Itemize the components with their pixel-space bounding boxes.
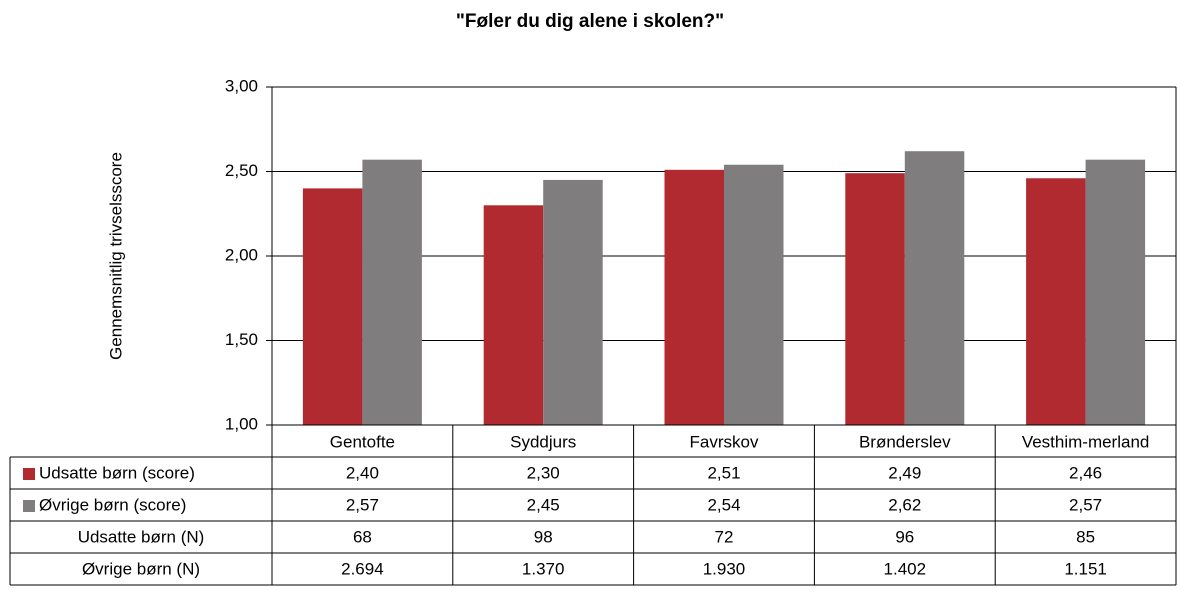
bar xyxy=(362,159,422,426)
table-cell: 2.694 xyxy=(341,559,384,578)
table-cell: 2,40 xyxy=(346,463,379,482)
x-tick-label: Brønderslev xyxy=(859,432,951,451)
legend-label: Øvrige børn (score) xyxy=(39,495,186,514)
table-cell: 2,46 xyxy=(1069,463,1102,482)
legend-label: Udsatte børn (score) xyxy=(39,463,195,482)
bar xyxy=(543,179,603,425)
y-tick-label: 1,50 xyxy=(225,330,258,349)
x-tick-label: Favrskov xyxy=(690,432,759,451)
table-cell: 2,57 xyxy=(1069,495,1102,514)
x-tick-label: Gentofte xyxy=(330,432,395,451)
y-tick-label: 1,00 xyxy=(225,414,258,433)
table-cell: 1.402 xyxy=(884,559,927,578)
row-label: Udsatte børn (N) xyxy=(78,527,205,546)
x-tick-label: Syddjurs xyxy=(510,432,576,451)
table-cell: 2,45 xyxy=(527,495,560,514)
y-axis-label: Gennemsnitlig trivselsscore xyxy=(106,152,125,360)
y-tick-label: 3,00 xyxy=(225,76,258,95)
table-cell: 1.930 xyxy=(703,559,746,578)
y-tick-label: 2,50 xyxy=(225,161,258,180)
table-cell: 2,62 xyxy=(888,495,921,514)
bar xyxy=(904,151,965,425)
table-cell: 2,30 xyxy=(527,463,560,482)
chart-title: "Føler du dig alene i skolen?" xyxy=(456,11,724,32)
table-cell: 2,51 xyxy=(707,463,740,482)
table-cell: 2,49 xyxy=(888,463,921,482)
legend-key xyxy=(23,500,35,512)
row-label: Øvrige børn (N) xyxy=(82,559,200,578)
bar xyxy=(1085,159,1146,426)
y-tick-label: 2,00 xyxy=(225,245,258,264)
bar xyxy=(302,188,363,425)
table-cell: 2,54 xyxy=(707,495,740,514)
legend-key xyxy=(23,468,35,480)
table-cell: 72 xyxy=(715,527,734,546)
x-tick-label: Vesthim-merland xyxy=(1022,432,1150,451)
bar xyxy=(1026,178,1086,425)
table-cell: 98 xyxy=(534,527,553,546)
bar xyxy=(845,173,905,425)
bar xyxy=(664,169,724,425)
table-cell: 68 xyxy=(353,527,372,546)
table-cell: 2,57 xyxy=(346,495,379,514)
table-cell: 96 xyxy=(895,527,914,546)
bar xyxy=(724,164,784,426)
table-cell: 1.151 xyxy=(1064,559,1107,578)
table-cell: 85 xyxy=(1076,527,1095,546)
table-cell: 1.370 xyxy=(522,559,565,578)
bar xyxy=(483,205,544,425)
